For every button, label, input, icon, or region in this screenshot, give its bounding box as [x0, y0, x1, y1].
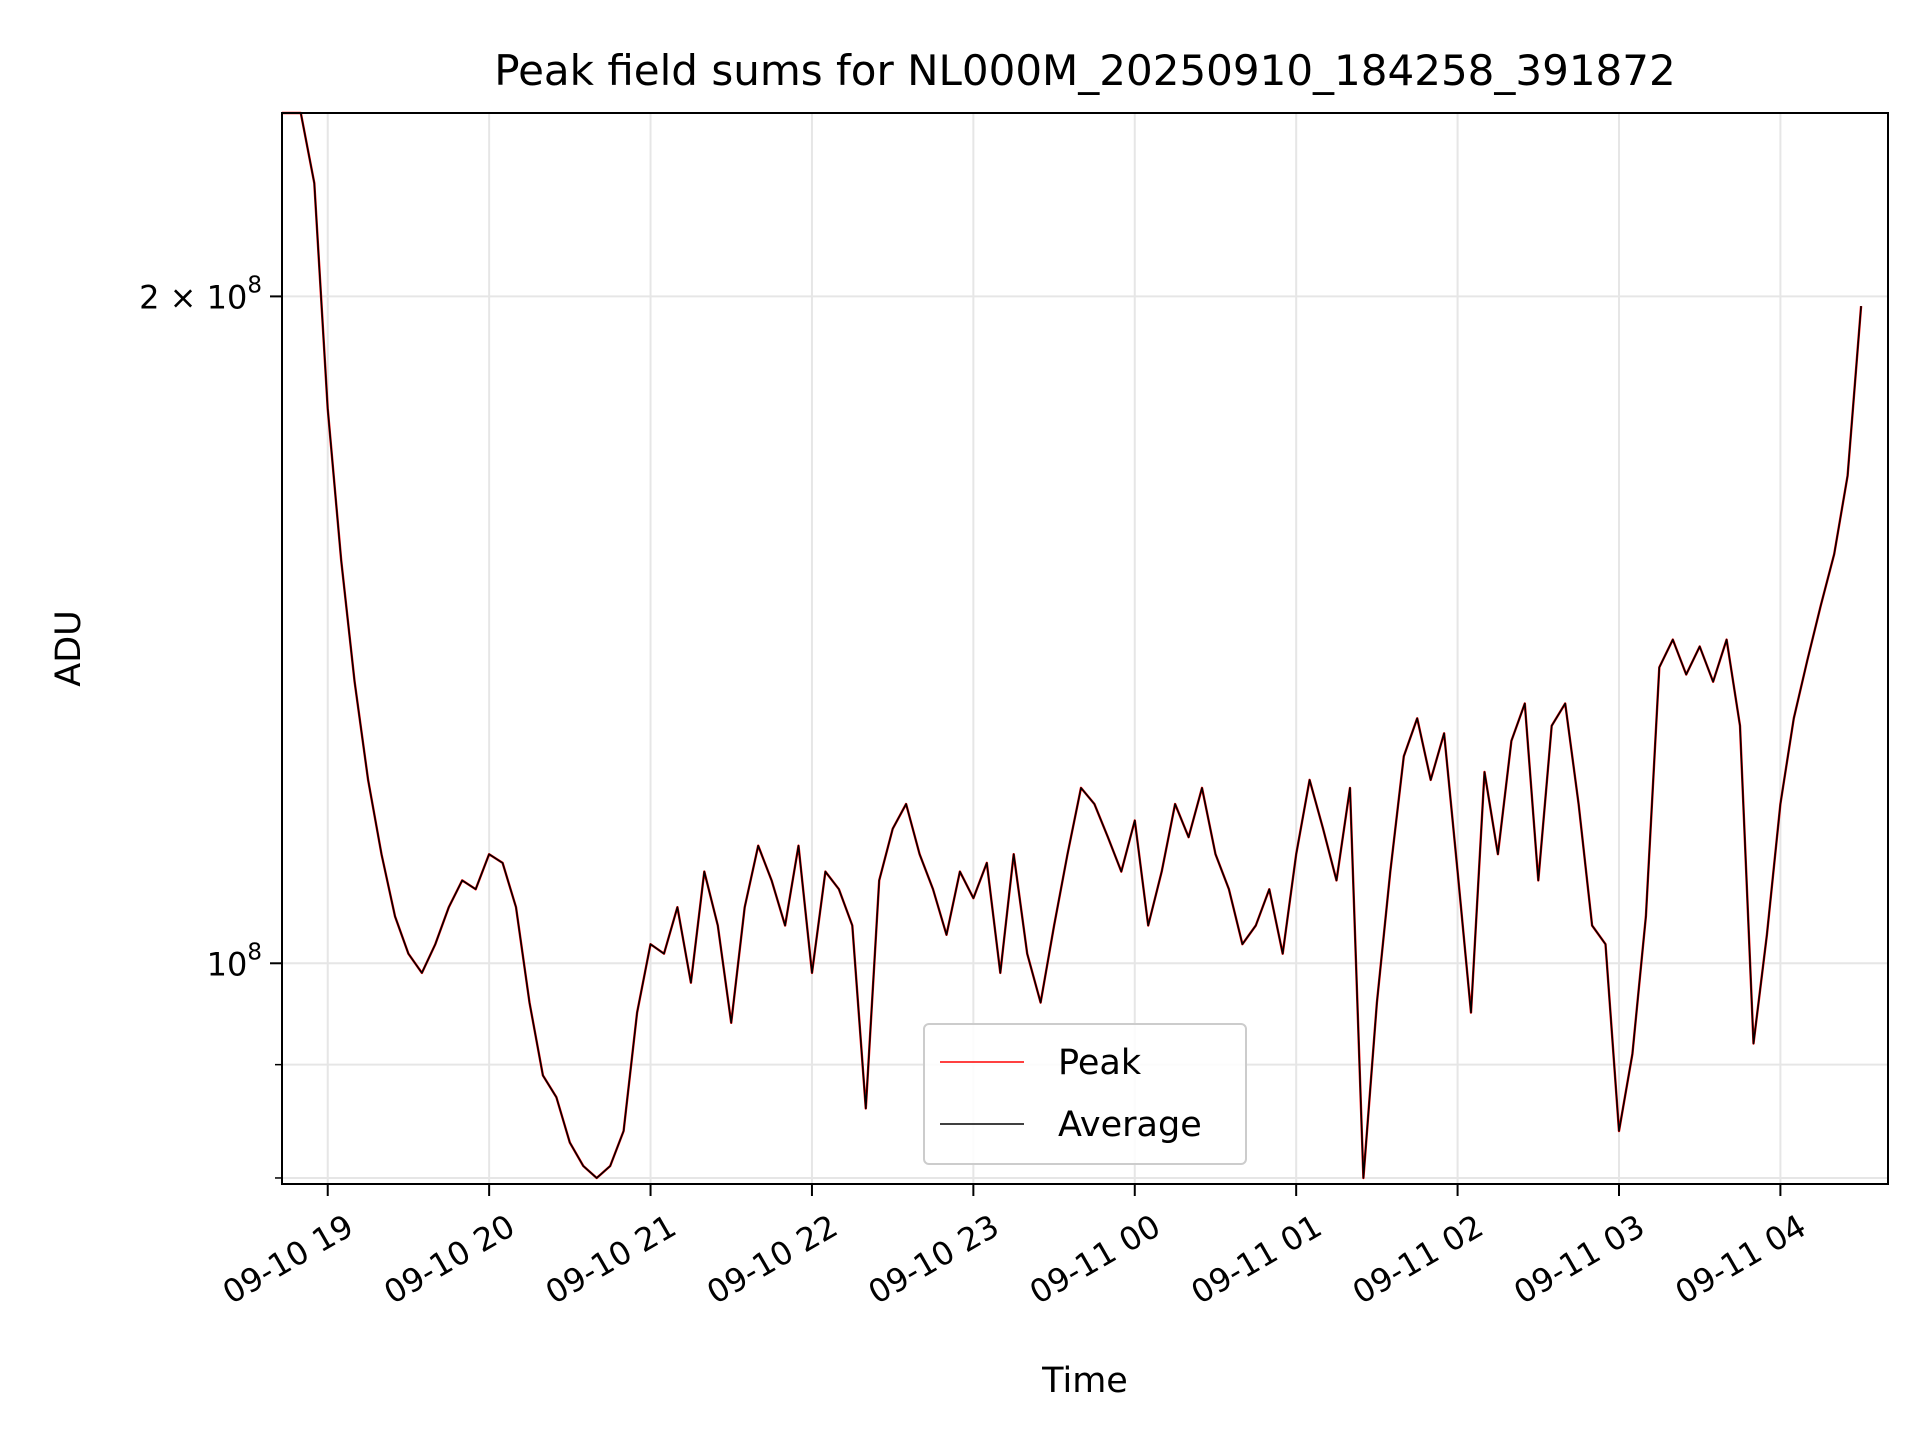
x-tick-label: 09-10 22	[700, 1207, 844, 1312]
x-tick-label: 09-10 20	[378, 1207, 522, 1312]
x-axis-label: Time	[1041, 1361, 1128, 1401]
x-tick-label: 09-11 02	[1346, 1207, 1490, 1312]
y-axis: 108 2 × 108	[139, 272, 282, 1179]
x-axis: 09-10 19 09-10 20 09-10 21 09-10 22 09-10 23…	[216, 1184, 1812, 1312]
series-line-average	[282, 112, 1862, 1179]
legend-label-peak: Peak	[1058, 1043, 1142, 1083]
legend: Peak Average	[923, 1023, 1247, 1165]
x-tick-label: 09-11 03	[1507, 1207, 1651, 1312]
legend-box	[923, 1023, 1247, 1165]
series-group	[282, 111, 1863, 1180]
plot-frame	[281, 112, 1889, 1185]
x-tick-label: 09-10 23	[862, 1207, 1006, 1312]
x-tick-label: 09-10 19	[216, 1207, 360, 1312]
y-axis-label: ADU	[49, 610, 89, 687]
y-tick-label: 2 × 108	[139, 272, 262, 316]
chart-title: Peak field sums for NL000M_20250910_1842…	[494, 46, 1675, 95]
x-tick-label: 09-11 01	[1185, 1207, 1329, 1312]
x-tick-label: 09-10 21	[539, 1207, 683, 1312]
y-tick-label: 108	[207, 939, 262, 983]
x-tick-label: 09-11 00	[1023, 1207, 1167, 1312]
x-tick-label: 09-11 04	[1669, 1207, 1813, 1312]
series-line-peak	[282, 111, 1863, 1180]
legend-label-average: Average	[1058, 1105, 1202, 1145]
